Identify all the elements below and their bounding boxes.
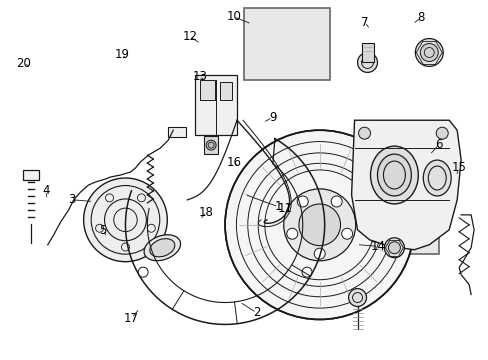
Circle shape (297, 196, 307, 207)
Circle shape (314, 248, 325, 259)
Bar (361, 42, 373, 62)
Text: 4: 4 (42, 184, 49, 197)
Circle shape (298, 204, 340, 246)
Ellipse shape (370, 146, 417, 204)
Ellipse shape (149, 239, 175, 257)
Polygon shape (351, 120, 460, 250)
Text: 10: 10 (226, 10, 241, 23)
Text: 9: 9 (268, 111, 276, 124)
Text: 17: 17 (124, 311, 139, 325)
Text: 19: 19 (114, 48, 129, 61)
Circle shape (420, 44, 437, 62)
Text: 1: 1 (274, 201, 282, 213)
Bar (203, 136, 218, 154)
Circle shape (286, 228, 297, 239)
Text: 15: 15 (450, 161, 466, 174)
Bar (200, 80, 215, 100)
Ellipse shape (423, 160, 450, 196)
Bar (324, 142, 438, 253)
Circle shape (414, 39, 442, 67)
Bar (23, 170, 39, 180)
Text: 8: 8 (416, 12, 424, 24)
Circle shape (330, 196, 342, 207)
Bar (244, 8, 329, 80)
Ellipse shape (144, 235, 180, 261)
Bar (259, 169, 336, 239)
Circle shape (384, 238, 404, 258)
Text: 20: 20 (17, 57, 31, 70)
Ellipse shape (377, 154, 410, 196)
Text: 5: 5 (100, 224, 107, 237)
Bar (220, 82, 232, 100)
Circle shape (358, 127, 370, 139)
Circle shape (206, 140, 216, 150)
Circle shape (357, 53, 377, 72)
Text: 2: 2 (252, 306, 260, 319)
Circle shape (387, 242, 400, 254)
Bar (168, 127, 186, 137)
Text: 14: 14 (370, 240, 385, 253)
Text: 7: 7 (360, 16, 368, 29)
Circle shape (283, 189, 355, 261)
Text: 3: 3 (68, 193, 75, 206)
Circle shape (435, 127, 447, 139)
Circle shape (348, 289, 366, 306)
Text: 11: 11 (277, 202, 292, 215)
Circle shape (224, 130, 413, 319)
Text: 12: 12 (182, 30, 197, 43)
Text: 6: 6 (435, 138, 442, 150)
Text: 13: 13 (192, 69, 207, 82)
Circle shape (83, 178, 167, 262)
Bar (195, 75, 237, 135)
Text: 18: 18 (199, 206, 214, 219)
Text: 16: 16 (226, 156, 241, 168)
Circle shape (341, 228, 352, 239)
